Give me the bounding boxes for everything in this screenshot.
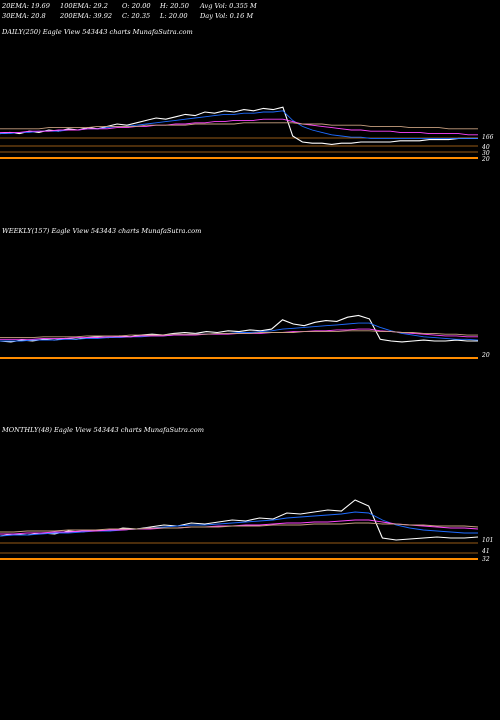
weekly-chart: 20 (0, 314, 490, 359)
day-vol-value: Day Vol: 0.16 M (200, 12, 254, 20)
series-line (0, 122, 478, 130)
low-value: L: 20.00 (160, 12, 188, 20)
high-value: H: 20.50 (160, 2, 189, 10)
series-line (0, 499, 479, 541)
series-line (0, 330, 478, 339)
open-value: O: 20.00 (122, 2, 151, 10)
tick-label: 101 (482, 537, 493, 544)
weekly-panel-title: WEEKLY(157) Eagle View 543443 charts Mun… (2, 227, 202, 235)
series-line (0, 511, 478, 537)
tick-label: 20 (481, 352, 490, 359)
tick-label: 40 (481, 144, 490, 151)
daily-panel-title: DAILY(250) Eagle View 543443 charts Muna… (2, 28, 193, 36)
ema200-value: 200EMA: 39.92 (60, 12, 113, 20)
indicator-header: 20EMA: 19.69 100EMA: 29.2 O: 20.00 H: 20… (0, 0, 500, 22)
series-line (0, 110, 478, 139)
avg-vol-value: Avg Vol: 0.355 M (200, 2, 257, 10)
ema100-value: 100EMA: 29.2 (60, 2, 108, 10)
series-line (0, 118, 478, 136)
series-line (0, 522, 479, 533)
ema20-value: 20EMA: 19.69 (2, 2, 50, 10)
close-value: C: 20.35 (122, 12, 151, 20)
monthly-panel-title: MONTHLY(48) Eagle View 543443 charts Mun… (2, 426, 204, 434)
tick-label: 30 (482, 150, 490, 157)
ema30-value: 30EMA: 20.8 (2, 12, 46, 20)
tick-label: 20 (481, 156, 490, 163)
tick-label: 41 (481, 548, 490, 555)
tick-label: 32 (482, 556, 490, 563)
tick-label: 166 (482, 134, 494, 141)
